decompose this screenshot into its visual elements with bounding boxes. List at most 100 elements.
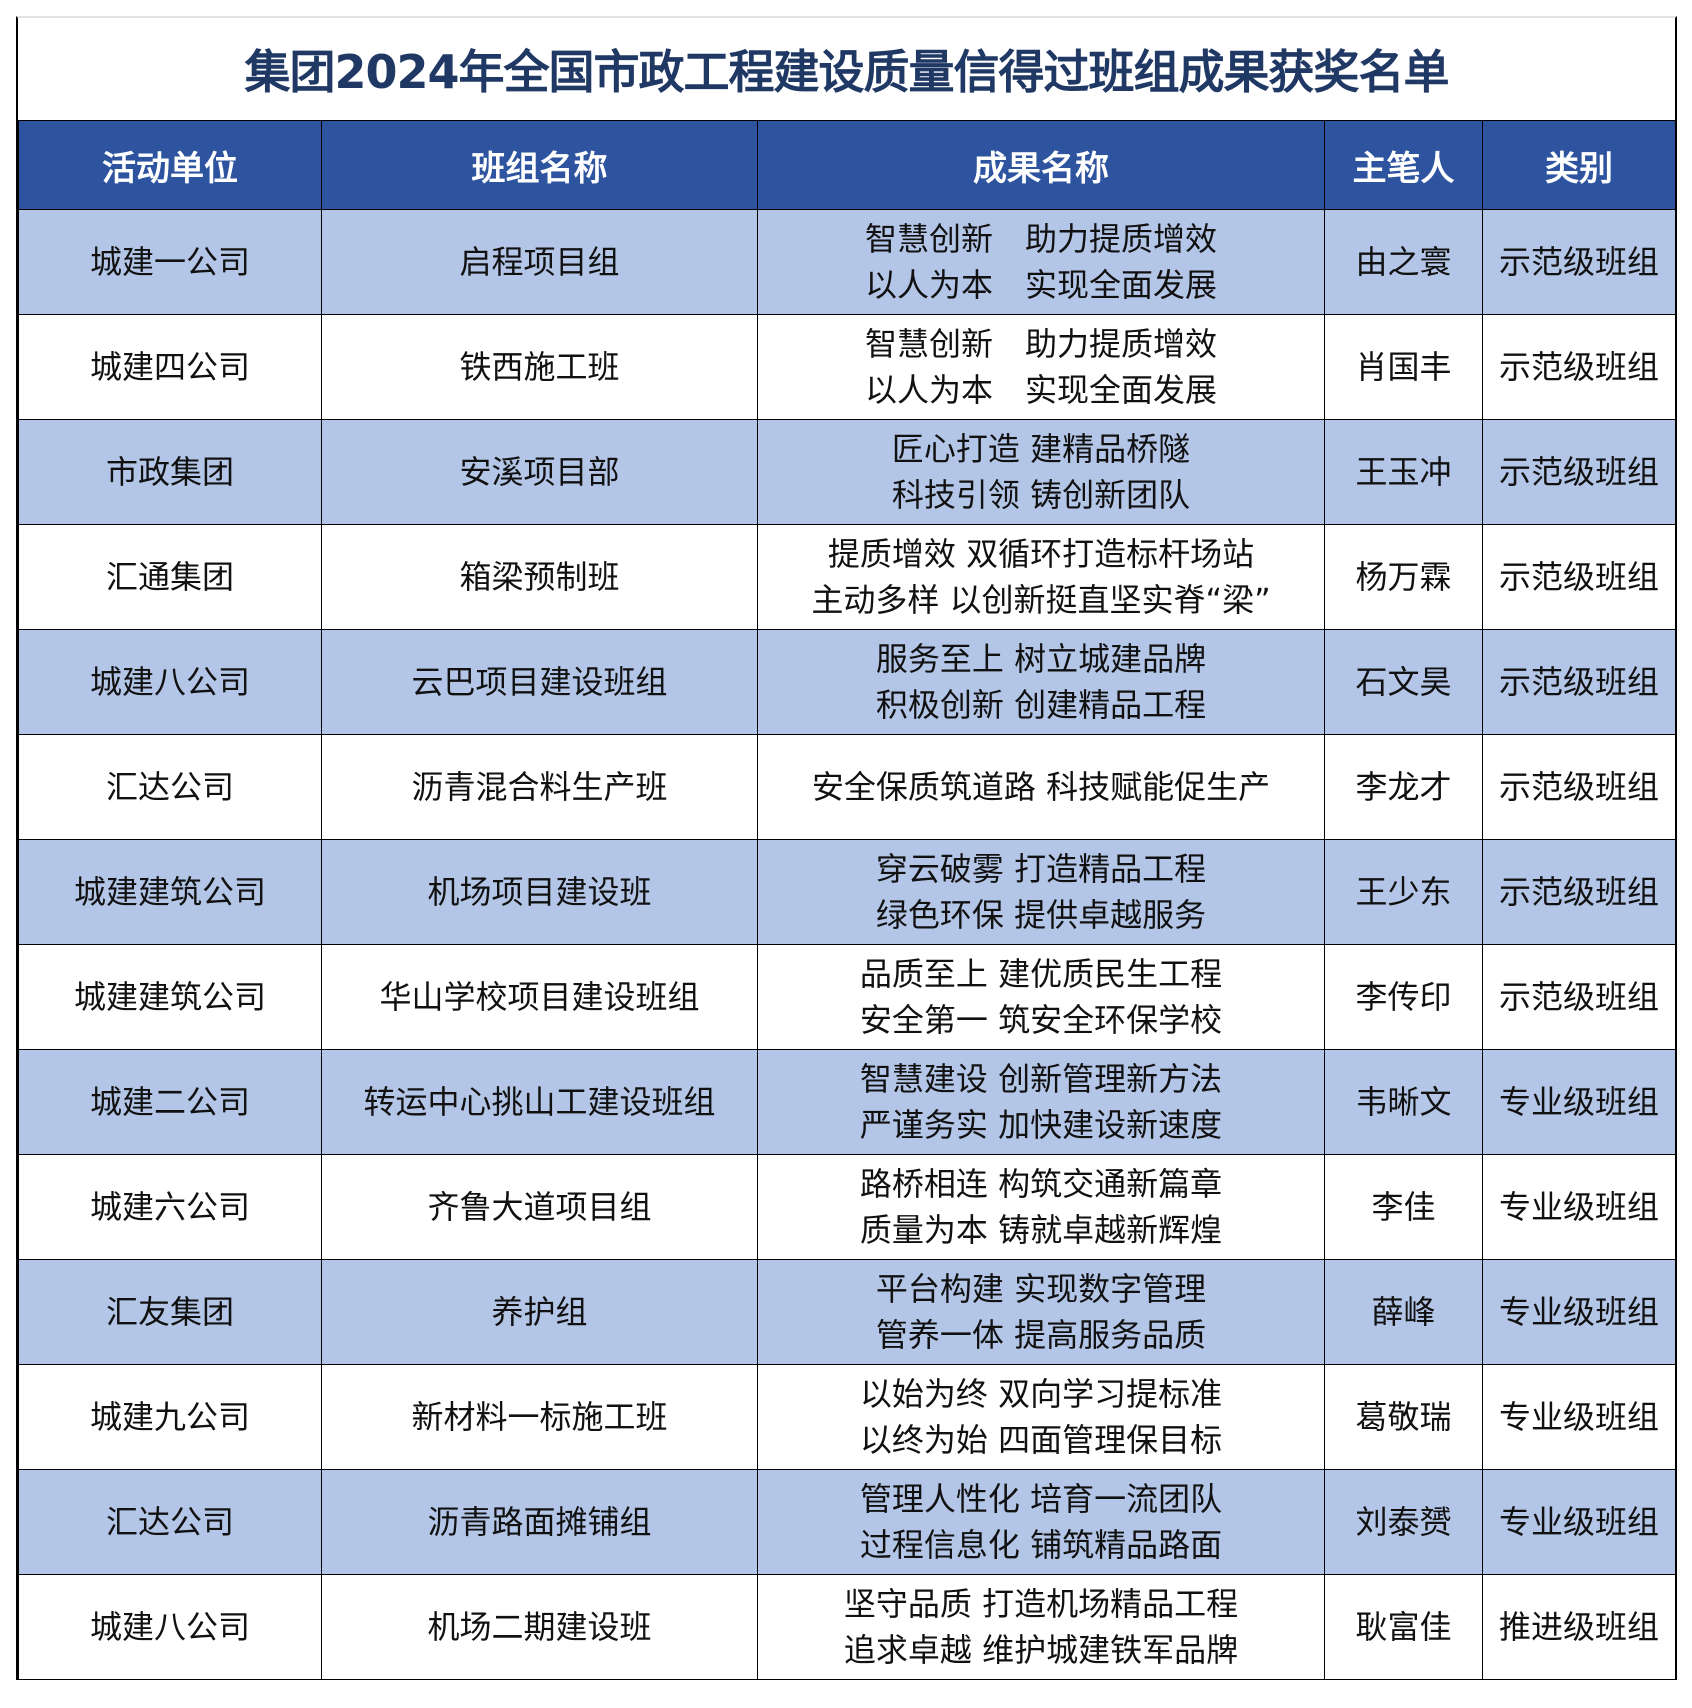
cell-category: 示范级班组 (1482, 734, 1676, 840)
cell-author: 王玉冲 (1324, 419, 1483, 525)
cell-author: 石文昊 (1324, 629, 1483, 735)
cell-unit: 城建八公司 (18, 629, 322, 735)
cell-author: 耿富佳 (1324, 1574, 1483, 1680)
achievement-line: 智慧建设 创新管理新方法 (859, 1059, 1223, 1098)
cell-achievement: 智慧建设 创新管理新方法 严谨务实 加快建设新速度 (757, 1049, 1325, 1155)
achievement-line: 路桥相连 构筑交通新篇章 (859, 1164, 1223, 1203)
cell-team: 云巴项目建设班组 (321, 629, 758, 735)
cell-unit: 汇友集团 (18, 1259, 322, 1365)
cell-achievement: 管理人性化 培育一流团队 过程信息化 铺筑精品路面 (757, 1469, 1325, 1575)
cell-team: 启程项目组 (321, 209, 758, 315)
cell-team: 新材料一标施工班 (321, 1364, 758, 1470)
achievement-line: 服务至上 树立城建品牌 (875, 639, 1207, 678)
cell-category: 专业级班组 (1482, 1469, 1676, 1575)
cell-author: 葛敬瑞 (1324, 1364, 1483, 1470)
achievement-line: 质量为本 铸就卓越新辉煌 (859, 1211, 1223, 1249)
table-row: 城建二公司 转运中心挑山工建设班组 智慧建设 创新管理新方法 严谨务实 加快建设新速度… (18, 1049, 1676, 1155)
cell-team: 机场项目建设班 (321, 839, 758, 945)
cell-team: 沥青混合料生产班 (321, 734, 758, 840)
achievement-line: 匠心打造 建精品桥隧 (891, 429, 1191, 468)
cell-author: 王少东 (1324, 839, 1483, 945)
cell-unit: 汇达公司 (18, 734, 322, 840)
cell-team: 转运中心挑山工建设班组 (321, 1049, 758, 1155)
column-header-unit: 活动单位 (18, 120, 322, 210)
cell-category: 示范级班组 (1482, 419, 1676, 525)
award-list-sheet: 集团2024年全国市政工程建设质量信得过班组成果获奖名单 活动单位 班组名称 成… (16, 16, 1677, 1680)
achievement-line: 追求卓越 维护城建铁军品牌 (843, 1631, 1239, 1669)
cell-unit: 城建九公司 (18, 1364, 322, 1470)
cell-category: 专业级班组 (1482, 1259, 1676, 1365)
cell-category: 推进级班组 (1482, 1574, 1676, 1680)
achievement-line: 管养一体 提高服务品质 (875, 1316, 1207, 1354)
cell-category: 示范级班组 (1482, 209, 1676, 315)
cell-author: 李传印 (1324, 944, 1483, 1050)
achievement-line: 智慧创新 助力提质增效 (864, 219, 1217, 258)
cell-achievement: 路桥相连 构筑交通新篇章 质量为本 铸就卓越新辉煌 (757, 1154, 1325, 1260)
cell-achievement: 智慧创新 助力提质增效 以人为本 实现全面发展 (757, 209, 1325, 315)
cell-category: 专业级班组 (1482, 1049, 1676, 1155)
cell-author: 韦晰文 (1324, 1049, 1483, 1155)
cell-author: 李龙才 (1324, 734, 1483, 840)
cell-achievement: 智慧创新 助力提质增效 以人为本 实现全面发展 (757, 314, 1325, 420)
achievement-line: 安全保质筑道路 科技赋能促生产 (811, 767, 1271, 806)
cell-category: 示范级班组 (1482, 629, 1676, 735)
cell-achievement: 平台构建 实现数字管理 管养一体 提高服务品质 (757, 1259, 1325, 1365)
cell-team: 安溪项目部 (321, 419, 758, 525)
achievement-line: 绿色环保 提供卓越服务 (875, 896, 1207, 934)
cell-author: 肖国丰 (1324, 314, 1483, 420)
table-row: 汇通集团 箱梁预制班 提质增效 双循环打造标杆场站 主动多样 以创新挺直坚实脊“梁” 杨… (18, 524, 1676, 630)
header-row: 活动单位 班组名称 成果名称 主笔人 类别 (18, 120, 1676, 210)
cell-achievement: 以始为终 双向学习提标准 以终为始 四面管理保目标 (757, 1364, 1325, 1470)
achievement-line: 品质至上 建优质民生工程 (859, 954, 1223, 993)
achievement-line: 坚守品质 打造机场精品工程 (843, 1584, 1239, 1623)
cell-unit: 市政集团 (18, 419, 322, 525)
column-header-team: 班组名称 (321, 120, 758, 210)
cell-author: 薛峰 (1324, 1259, 1483, 1365)
achievement-line: 以人为本 实现全面发展 (864, 371, 1217, 409)
cell-team: 华山学校项目建设班组 (321, 944, 758, 1050)
achievement-line: 主动多样 以创新挺直坚实脊“梁” (811, 581, 1271, 619)
cell-achievement: 服务至上 树立城建品牌 积极创新 创建精品工程 (757, 629, 1325, 735)
cell-unit: 城建建筑公司 (18, 839, 322, 945)
achievement-line: 管理人性化 培育一流团队 (859, 1479, 1223, 1518)
achievement-line: 以始为终 双向学习提标准 (859, 1374, 1223, 1413)
cell-team: 铁西施工班 (321, 314, 758, 420)
achievement-line: 提质增效 双循环打造标杆场站 (827, 534, 1255, 573)
column-header-author: 主笔人 (1324, 120, 1483, 210)
table-row: 城建九公司 新材料一标施工班 以始为终 双向学习提标准 以终为始 四面管理保目标 葛敬瑞… (18, 1364, 1676, 1470)
table-row: 城建建筑公司 华山学校项目建设班组 品质至上 建优质民生工程 安全第一 筑安全环保学校… (18, 944, 1676, 1050)
cell-unit: 城建建筑公司 (18, 944, 322, 1050)
cell-unit: 城建一公司 (18, 209, 322, 315)
achievement-line: 以终为始 四面管理保目标 (859, 1421, 1223, 1459)
cell-unit: 城建二公司 (18, 1049, 322, 1155)
table-row: 市政集团 安溪项目部 匠心打造 建精品桥隧 科技引领 铸创新团队 王玉冲 示范级班组 (18, 419, 1676, 525)
achievement-line: 穿云破雾 打造精品工程 (875, 849, 1207, 888)
cell-category: 示范级班组 (1482, 524, 1676, 630)
achievement-line: 智慧创新 助力提质增效 (864, 324, 1217, 363)
cell-author: 李佳 (1324, 1154, 1483, 1260)
cell-achievement: 品质至上 建优质民生工程 安全第一 筑安全环保学校 (757, 944, 1325, 1050)
cell-team: 齐鲁大道项目组 (321, 1154, 758, 1260)
achievement-line: 严谨务实 加快建设新速度 (859, 1106, 1223, 1144)
table-row: 汇达公司 沥青混合料生产班 安全保质筑道路 科技赋能促生产 李龙才 示范级班组 (18, 734, 1676, 840)
table-row: 汇达公司 沥青路面摊铺组 管理人性化 培育一流团队 过程信息化 铺筑精品路面 刘泰赟 专业… (18, 1469, 1676, 1575)
cell-author: 杨万霖 (1324, 524, 1483, 630)
achievement-line: 以人为本 实现全面发展 (864, 266, 1217, 304)
cell-achievement: 坚守品质 打造机场精品工程 追求卓越 维护城建铁军品牌 (757, 1574, 1325, 1680)
cell-team: 箱梁预制班 (321, 524, 758, 630)
table-row: 城建八公司 云巴项目建设班组 服务至上 树立城建品牌 积极创新 创建精品工程 石文昊 示范… (18, 629, 1676, 735)
column-header-achievement: 成果名称 (757, 120, 1325, 210)
cell-unit: 城建六公司 (18, 1154, 322, 1260)
cell-unit: 汇通集团 (18, 524, 322, 630)
cell-achievement: 穿云破雾 打造精品工程 绿色环保 提供卓越服务 (757, 839, 1325, 945)
table-row: 城建建筑公司 机场项目建设班 穿云破雾 打造精品工程 绿色环保 提供卓越服务 王少东 示范… (18, 839, 1676, 945)
cell-team: 沥青路面摊铺组 (321, 1469, 758, 1575)
cell-category: 示范级班组 (1482, 314, 1676, 420)
cell-team: 养护组 (321, 1259, 758, 1365)
achievement-line: 科技引领 铸创新团队 (891, 476, 1191, 514)
achievement-line: 过程信息化 铺筑精品路面 (859, 1526, 1223, 1564)
award-table: 活动单位 班组名称 成果名称 主笔人 类别 城建一公司 启程项目组 智慧创新 助力提… (18, 120, 1676, 1680)
page-title: 集团2024年全国市政工程建设质量信得过班组成果获奖名单 (244, 45, 1449, 99)
table-row: 城建六公司 齐鲁大道项目组 路桥相连 构筑交通新篇章 质量为本 铸就卓越新辉煌 李佳 专业… (18, 1154, 1676, 1260)
cell-author: 由之寰 (1324, 209, 1483, 315)
